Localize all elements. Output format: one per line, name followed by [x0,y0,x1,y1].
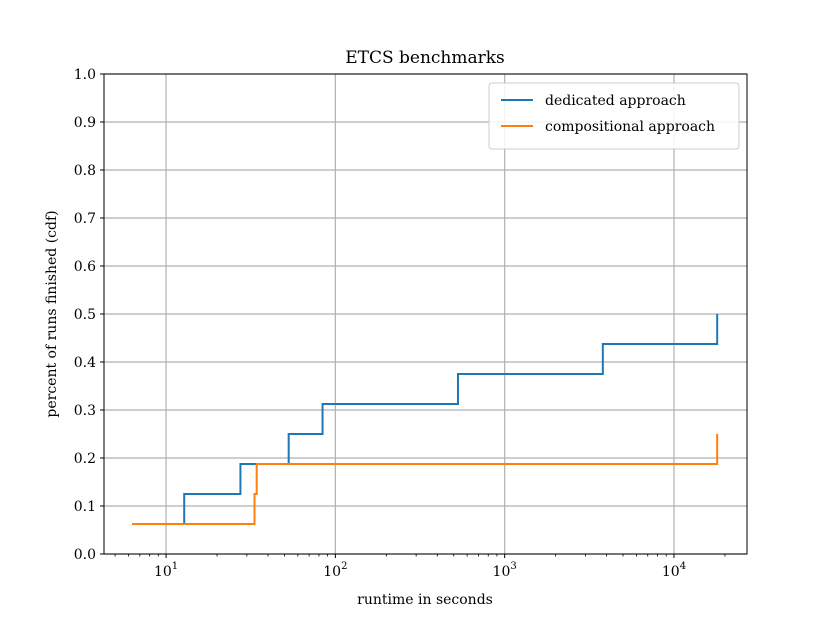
y-tick-label: 0.7 [74,211,96,227]
legend-label-0: dedicated approach [545,93,686,109]
y-tick-label: 0.4 [74,355,96,371]
series-layer [132,314,719,525]
x-tick-label: 102 [323,561,347,580]
x-tick-label: 104 [662,561,686,580]
y-tick-label: 0.6 [74,259,96,275]
y-tick-label: 0.0 [74,547,96,563]
legend-box [488,82,740,150]
y-tick-label: 0.3 [74,403,96,419]
x-axis-label: runtime in seconds [357,592,493,608]
y-tick-label: 0.2 [74,451,96,467]
x-tick-label: 103 [493,561,517,580]
series-line-0 [149,314,719,525]
y-tick-label: 0.8 [74,163,96,179]
legend: dedicated approach compositional approach [488,82,740,150]
tick-marks [100,73,675,558]
y-tick-label: 0.9 [74,115,96,131]
legend-label-1: compositional approach [545,119,715,135]
y-tick-label: 0.5 [74,307,96,323]
y-axis-label: percent of runs finished (cdf) [44,210,60,417]
tick-labels: 0.0 0.1 0.2 0.3 0.4 0.5 0.6 0.7 0.8 0.9 1.0 101 102 1… [74,67,686,580]
chart-title: ETCS benchmarks [345,48,505,68]
x-tick-label: 101 [154,561,178,580]
y-tick-label: 1.0 [74,67,96,83]
y-tick-label: 0.1 [74,499,96,515]
series-line-1 [132,434,719,525]
minor-tick-marks [114,554,726,557]
